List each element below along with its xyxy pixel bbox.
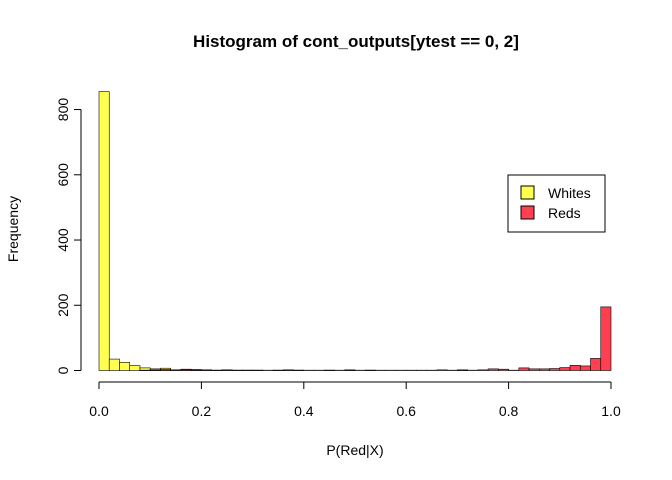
x-axis: 0.0 0.2 0.4 0.6 0.8 1.0 <box>89 381 621 419</box>
y-axis-label: Frequency <box>5 196 21 262</box>
legend-swatch-whites <box>520 185 535 200</box>
bar-reds-41 <box>518 367 530 371</box>
legend-label-reds: Reds <box>548 205 581 221</box>
y-tick-label-2: 400 <box>55 228 71 252</box>
bar-whites-1 <box>108 358 120 371</box>
bar-reds-49 <box>600 306 612 371</box>
bar-reds-43 <box>539 368 550 371</box>
bar-reds-44 <box>549 368 561 371</box>
bar-reds-48 <box>590 358 602 371</box>
y-tick-label-3: 600 <box>55 163 71 187</box>
legend: Whites Reds <box>507 174 606 233</box>
bar-reds-10 <box>201 369 212 371</box>
bar-reds-7 <box>170 369 182 371</box>
bars-layer <box>98 91 612 371</box>
y-tick-label-4: 800 <box>55 98 71 122</box>
bar-reds-5 <box>149 369 161 371</box>
bar-reds-35 <box>457 369 468 371</box>
bar-reds-18 <box>283 369 294 371</box>
x-tick-label-1: 0.2 <box>192 403 212 419</box>
bar-reds-6 <box>160 369 171 371</box>
x-tick-label-5: 1.0 <box>601 403 621 419</box>
bar-reds-46 <box>569 364 581 371</box>
bar-reds-12 <box>221 369 233 371</box>
legend-box <box>507 174 606 233</box>
x-tick-label-2: 0.4 <box>294 403 314 419</box>
bar-whites-0 <box>98 91 110 371</box>
x-tick-label-3: 0.6 <box>396 403 416 419</box>
bar-reds-24 <box>344 369 356 371</box>
chart-title: Histogram of cont_outputs[ytest == 0, 2] <box>193 32 519 51</box>
bar-reds-9 <box>190 369 202 371</box>
y-tick-label-1: 200 <box>55 293 71 317</box>
bar-reds-33 <box>436 369 448 371</box>
bar-reds-45 <box>559 367 571 371</box>
y-axis: 0 200 400 600 800 <box>55 98 82 374</box>
x-tick-label-0: 0.0 <box>89 403 109 419</box>
legend-label-whites: Whites <box>548 185 591 201</box>
bar-reds-39 <box>498 368 509 371</box>
x-axis-label: P(Red|X) <box>326 442 383 458</box>
bar-whites-3 <box>129 365 141 371</box>
bar-reds-47 <box>579 365 591 371</box>
y-tick-label-0: 0 <box>55 366 71 374</box>
bar-reds-42 <box>528 368 540 371</box>
x-tick-label-4: 0.8 <box>499 403 519 419</box>
bar-whites-2 <box>119 362 131 371</box>
bar-reds-37 <box>477 369 489 371</box>
bar-reds-8 <box>180 369 192 371</box>
legend-swatch-reds <box>520 205 535 220</box>
bar-reds-38 <box>487 368 499 371</box>
